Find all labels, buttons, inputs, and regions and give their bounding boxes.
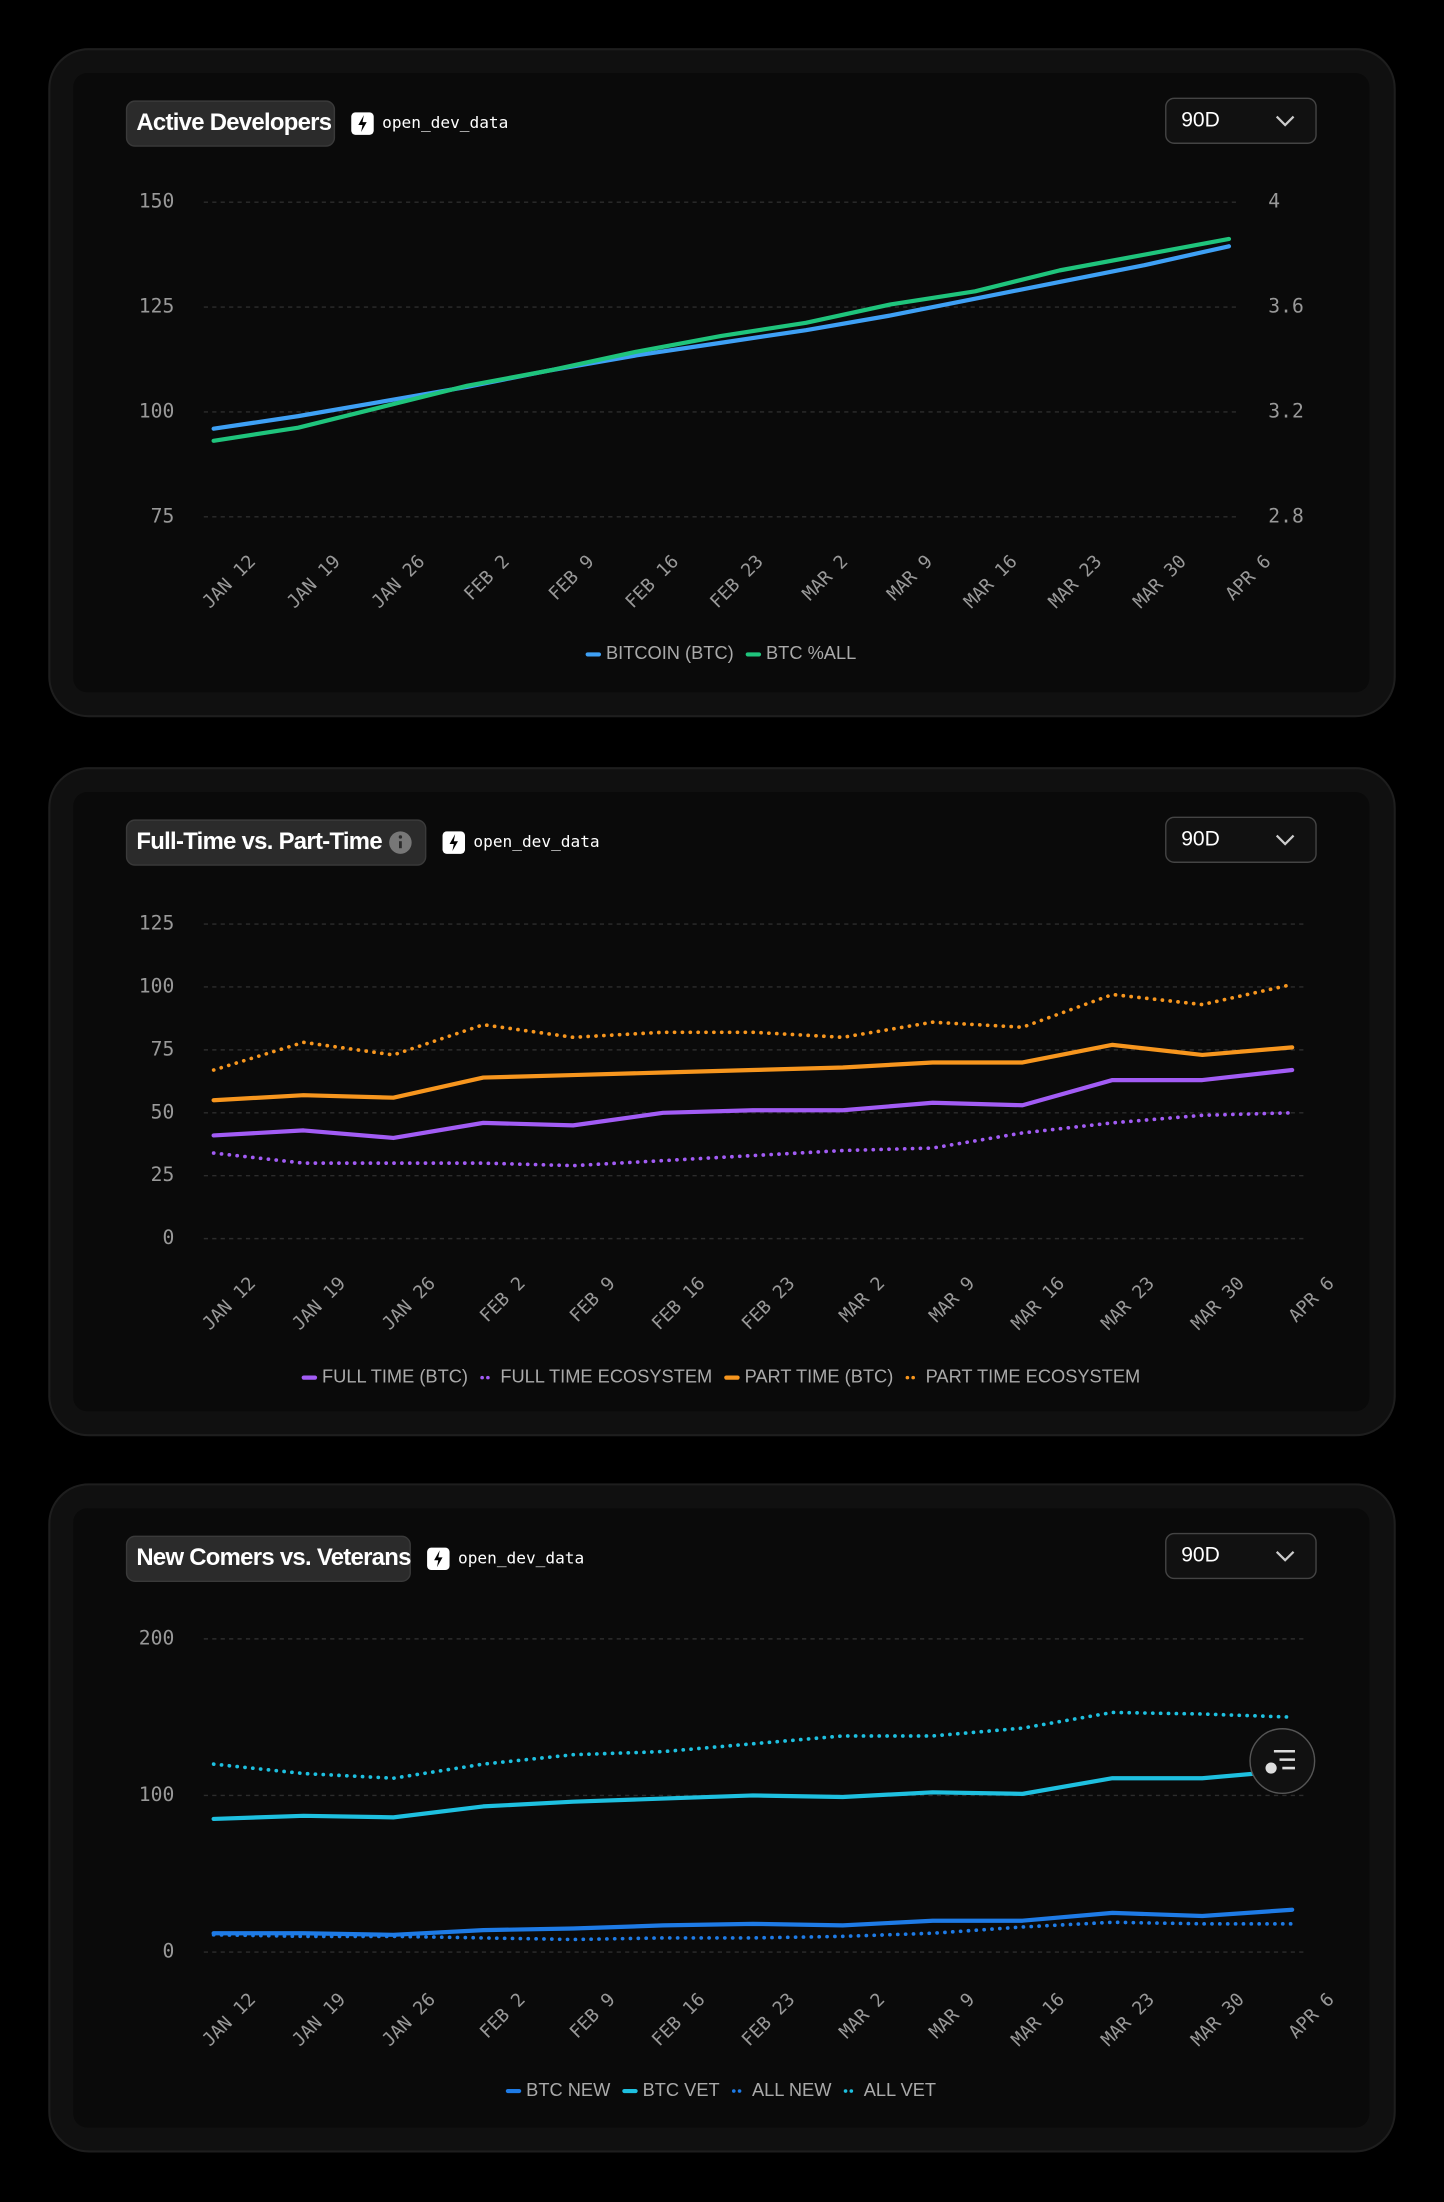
- card: [73, 1508, 1370, 2128]
- source-label: open_dev_data: [382, 113, 508, 132]
- series-line: [211, 236, 1232, 443]
- info-dot: [399, 841, 402, 849]
- info-dot: [398, 835, 403, 839]
- floating-button[interactable]: [1249, 1728, 1316, 1795]
- legend-label[interactable]: PART TIME (BTC): [745, 1365, 894, 1386]
- series-line: [211, 1768, 1295, 1822]
- series-line: [211, 244, 1232, 431]
- legend: BITCOIN (BTC) BTC %ALL: [585, 642, 856, 663]
- source-bolt: [449, 834, 458, 852]
- range-dropdown[interactable]: [1165, 97, 1317, 144]
- title-badge: [125, 819, 427, 866]
- dropdown-chevron: [1275, 115, 1295, 127]
- floating-icon: [1273, 1749, 1295, 1770]
- range-dropdown[interactable]: [1165, 816, 1317, 863]
- legend-label[interactable]: ALL NEW: [752, 2079, 832, 2100]
- card: [73, 73, 1370, 693]
- y-tick-label: 100: [139, 974, 175, 997]
- y-tick-label: 75: [151, 504, 175, 527]
- legend: FULL TIME (BTC) FULL TIME ECOSYSTEM PART T…: [301, 1365, 1141, 1386]
- range-dropdown[interactable]: [1165, 1532, 1317, 1580]
- y-tick-label: 75: [151, 1037, 175, 1060]
- legend-label[interactable]: BTC NEW: [526, 2079, 611, 2100]
- legend-label[interactable]: BTC VET: [643, 2079, 720, 2100]
- title-badge: [125, 100, 336, 147]
- y-tick-label: 200: [139, 1626, 175, 1649]
- source-label: open_dev_data: [473, 832, 599, 851]
- chart-title: Full-Time vs. Part-Time: [136, 828, 382, 855]
- series-line: [211, 1042, 1295, 1103]
- y-tick-label: 150: [139, 190, 175, 213]
- legend: BTC NEW BTC VET ALL NEW ALL VET: [505, 2079, 936, 2100]
- series-line: [211, 1710, 1294, 1781]
- legend-label[interactable]: BITCOIN (BTC): [606, 642, 734, 663]
- range-label: 90D: [1181, 827, 1220, 850]
- range-label: 90D: [1181, 1544, 1220, 1567]
- range-label: 90D: [1181, 108, 1220, 131]
- y-tick-label: 125: [139, 912, 175, 935]
- chart-title: New Comers vs. Veterans: [136, 1544, 411, 1571]
- series-line: [211, 1067, 1295, 1141]
- y-tick-label: 100: [139, 1783, 175, 1806]
- series-line: [211, 1110, 1294, 1168]
- title-badge: [125, 1535, 411, 1582]
- y-tick-label: 25: [151, 1163, 175, 1186]
- y2-tick-label: 3.2: [1268, 399, 1304, 422]
- legend-label[interactable]: BTC %ALL: [766, 642, 856, 663]
- y2-tick-label: 2.8: [1268, 504, 1304, 527]
- y-tick-label: 125: [139, 295, 175, 318]
- floating-icon-dot: [1265, 1762, 1277, 1774]
- series-line: [211, 1907, 1295, 1937]
- y2-tick-label: 3.6: [1268, 295, 1304, 318]
- source-bolt: [358, 115, 367, 133]
- series-line: [211, 1920, 1294, 1942]
- y2-tick-label: 4: [1268, 190, 1280, 213]
- card: [73, 792, 1370, 1412]
- source-bolt: [434, 1550, 443, 1568]
- dropdown-chevron: [1275, 834, 1295, 846]
- legend-label[interactable]: FULL TIME ECOSYSTEM: [500, 1365, 712, 1386]
- y-tick-label: 50: [151, 1100, 175, 1123]
- legend-label[interactable]: PART TIME ECOSYSTEM: [926, 1365, 1141, 1386]
- legend-label[interactable]: ALL VET: [864, 2079, 936, 2100]
- y-tick-label: 100: [139, 399, 175, 422]
- dropdown-chevron: [1275, 1550, 1295, 1562]
- chart-title: Active Developers: [136, 109, 331, 136]
- source-label: open_dev_data: [458, 1548, 584, 1567]
- y-tick-label: 0: [162, 1226, 174, 1249]
- legend-label[interactable]: FULL TIME (BTC): [322, 1365, 468, 1386]
- y-tick-label: 0: [162, 1940, 174, 1963]
- series-line: [211, 982, 1294, 1072]
